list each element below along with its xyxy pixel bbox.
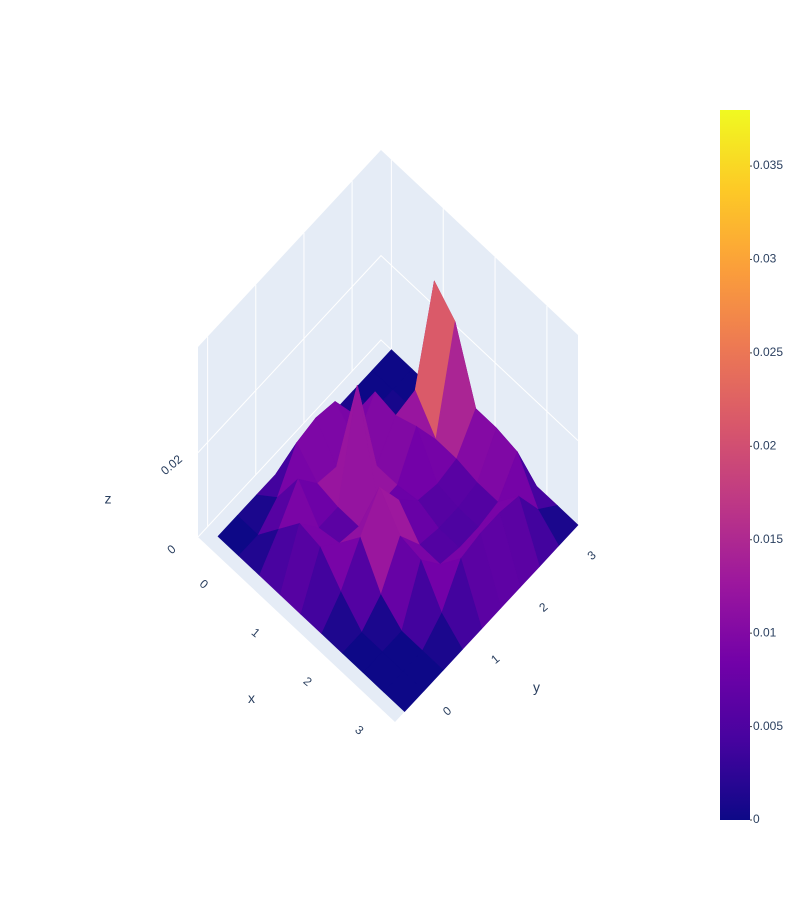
y-tick-label: 3 [585, 548, 599, 563]
colorbar-tick-label: 0.025 [753, 345, 783, 359]
z-axis-title: z [105, 491, 112, 507]
x-tick-label: 2 [301, 674, 315, 689]
colorbar-tick-label: 0.005 [753, 719, 783, 733]
colorbar-tick-label: 0.035 [753, 158, 783, 172]
x-tick-label: 3 [352, 723, 366, 738]
colorbar-tick-label: 0.02 [753, 438, 777, 452]
grid-line [197, 254, 579, 453]
x-tick-label: 0 [197, 577, 211, 592]
colorbar-tick-label: 0.015 [753, 532, 783, 546]
z-tick-label: 0.02 [158, 452, 185, 478]
wall [381, 150, 578, 525]
y-tick-label: 0 [440, 703, 454, 718]
y-tick-label: 2 [536, 600, 550, 615]
y-tick-label: 1 [488, 651, 502, 666]
x-axis-title: x [248, 690, 255, 706]
x-tick-label: 1 [249, 625, 263, 640]
wall [198, 150, 381, 537]
z-tick-label: 0 [164, 542, 178, 557]
colorbar-tick-label: 0.01 [753, 625, 777, 639]
colorbar-tick-label: 0 [753, 812, 760, 826]
y-axis-title: y [533, 679, 540, 695]
surface-patch [383, 670, 425, 713]
colorbar [720, 110, 750, 820]
colorbar-tick-label: 0.03 [753, 252, 777, 266]
